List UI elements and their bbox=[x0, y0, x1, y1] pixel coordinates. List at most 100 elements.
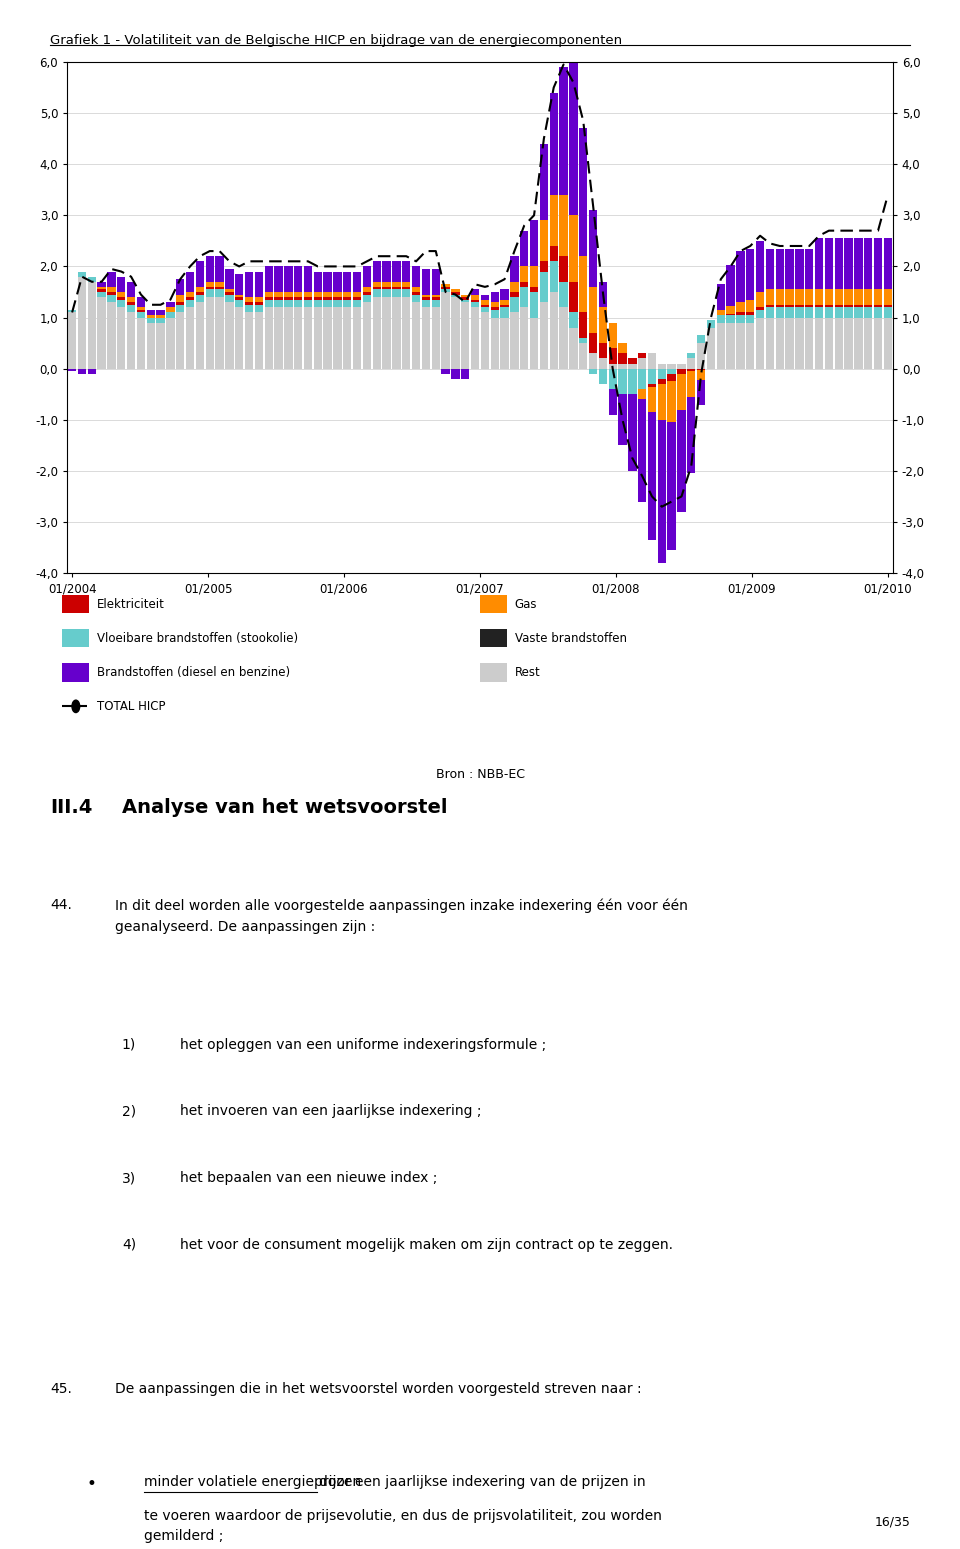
Text: 1): 1) bbox=[122, 1038, 136, 1052]
Bar bbox=[471, 299, 479, 302]
Bar bbox=[363, 294, 372, 302]
Bar bbox=[196, 262, 204, 287]
Bar bbox=[215, 290, 224, 297]
Bar bbox=[393, 262, 400, 282]
Bar bbox=[245, 271, 253, 297]
Bar bbox=[372, 297, 381, 369]
Bar bbox=[864, 290, 873, 305]
Bar bbox=[78, 369, 86, 373]
Bar bbox=[147, 322, 155, 369]
Bar bbox=[569, 328, 578, 369]
Bar bbox=[442, 369, 450, 373]
Bar bbox=[825, 305, 833, 307]
Bar bbox=[471, 294, 479, 299]
Bar bbox=[845, 239, 852, 290]
Bar bbox=[382, 282, 391, 287]
Bar bbox=[805, 248, 813, 290]
Bar bbox=[117, 277, 126, 291]
Bar bbox=[303, 299, 312, 307]
Bar bbox=[87, 369, 96, 373]
Bar bbox=[196, 294, 204, 302]
Bar bbox=[628, 358, 636, 364]
Bar bbox=[196, 287, 204, 291]
Bar bbox=[117, 297, 126, 299]
Bar bbox=[97, 290, 106, 291]
Bar bbox=[412, 266, 420, 287]
Bar bbox=[727, 314, 734, 322]
Text: De aanpassingen die in het wetsvoorstel worden voorgesteld streven naar :: De aanpassingen die in het wetsvoorstel … bbox=[115, 1382, 642, 1396]
Bar bbox=[658, 384, 666, 420]
Bar bbox=[451, 290, 460, 291]
Bar bbox=[176, 305, 184, 313]
Bar bbox=[736, 314, 745, 322]
Bar bbox=[746, 313, 755, 314]
Bar bbox=[215, 297, 224, 369]
Bar bbox=[727, 265, 734, 307]
Bar bbox=[186, 293, 194, 297]
Bar bbox=[716, 285, 725, 310]
Bar bbox=[618, 344, 627, 353]
Bar bbox=[510, 256, 518, 282]
Bar bbox=[618, 395, 627, 446]
Bar bbox=[294, 297, 302, 299]
Bar bbox=[678, 369, 685, 373]
Bar bbox=[599, 358, 607, 369]
Bar bbox=[393, 287, 400, 290]
Bar bbox=[353, 293, 361, 297]
Bar bbox=[303, 266, 312, 291]
Bar bbox=[560, 195, 567, 256]
Bar bbox=[599, 307, 607, 344]
Bar bbox=[226, 294, 233, 302]
Bar bbox=[560, 256, 567, 282]
Text: In dit deel worden alle voorgestelde aanpassingen inzake indexering één voor één: In dit deel worden alle voorgestelde aan… bbox=[115, 898, 688, 934]
Bar bbox=[363, 302, 372, 369]
Bar bbox=[678, 373, 685, 409]
Bar bbox=[314, 299, 322, 307]
Bar bbox=[226, 291, 233, 294]
Bar bbox=[815, 318, 824, 369]
Bar bbox=[156, 322, 165, 369]
Bar bbox=[372, 262, 381, 282]
Bar bbox=[687, 372, 695, 397]
Bar bbox=[736, 302, 745, 313]
Bar bbox=[176, 302, 184, 305]
Bar bbox=[294, 307, 302, 369]
Bar bbox=[294, 299, 302, 307]
Bar bbox=[579, 313, 588, 338]
Bar bbox=[884, 305, 892, 307]
Bar bbox=[303, 293, 312, 297]
Text: Gas: Gas bbox=[515, 598, 537, 610]
Bar bbox=[87, 277, 96, 282]
Bar bbox=[825, 239, 833, 290]
Bar bbox=[609, 364, 617, 369]
Bar bbox=[176, 279, 184, 294]
Bar bbox=[421, 307, 430, 369]
Bar bbox=[421, 294, 430, 297]
Bar bbox=[205, 287, 214, 290]
Bar bbox=[78, 277, 86, 369]
Bar bbox=[569, 215, 578, 282]
Bar bbox=[560, 282, 567, 307]
Bar bbox=[579, 256, 588, 313]
Bar bbox=[205, 256, 214, 282]
Bar bbox=[716, 314, 725, 322]
Bar bbox=[815, 305, 824, 307]
Bar bbox=[874, 318, 882, 369]
Bar bbox=[687, 369, 695, 372]
Bar bbox=[667, 381, 676, 423]
Bar bbox=[275, 293, 282, 297]
Bar bbox=[491, 310, 499, 318]
Bar bbox=[245, 313, 253, 369]
Bar bbox=[530, 291, 539, 318]
Bar bbox=[766, 290, 774, 305]
Bar bbox=[687, 353, 695, 358]
Bar bbox=[648, 369, 657, 384]
Text: Grafiek 1 - Volatiliteit van de Belgische HICP en bijdrage van de energiecompone: Grafiek 1 - Volatiliteit van de Belgisch… bbox=[50, 34, 622, 46]
Bar bbox=[588, 333, 597, 353]
Bar bbox=[549, 262, 558, 291]
Bar bbox=[746, 248, 755, 299]
Bar bbox=[127, 282, 135, 297]
Bar bbox=[265, 307, 273, 369]
Bar bbox=[68, 369, 76, 372]
Bar bbox=[412, 287, 420, 291]
